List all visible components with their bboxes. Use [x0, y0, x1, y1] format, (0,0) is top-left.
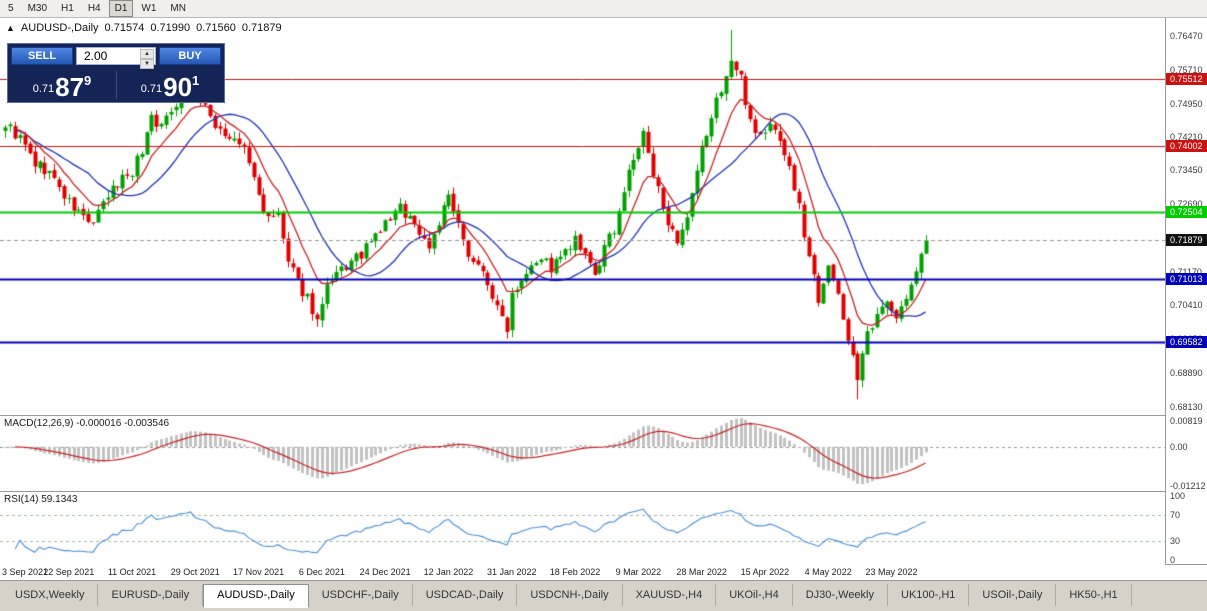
volume-stepper: ▲ ▼ [140, 49, 154, 69]
date-label: 17 Nov 2021 [233, 567, 285, 577]
timeframe-button-h4[interactable]: H4 [87, 3, 101, 14]
price-scale-tick: 0.73450 [1170, 165, 1203, 176]
chart-tab-ukoil-h4[interactable]: UKOil-,H4 [716, 584, 793, 606]
date-label: 11 Oct 2021 [107, 567, 157, 577]
rsi-scale-tick: 30 [1170, 535, 1181, 546]
pane-separator[interactable] [0, 415, 1207, 416]
chart-header: ▲ AUDUSD-,Daily 0.71574 0.71990 0.71560 … [6, 22, 282, 34]
chart-tab-usdx-weekly[interactable]: USDX,Weekly [2, 584, 99, 606]
price-scale-tick: 0.70410 [1170, 300, 1203, 311]
ohlc-open: 0.71574 [104, 22, 145, 34]
timeframe-button-mn[interactable]: MN [170, 3, 186, 14]
buy-button[interactable]: BUY [159, 47, 221, 65]
date-label: 9 Mar 2022 [615, 567, 662, 577]
volume-up-icon[interactable]: ▲ [140, 49, 154, 59]
ask-price[interactable]: 0.71 90 1 [116, 68, 224, 102]
timeframe-button-h1[interactable]: H1 [61, 3, 74, 14]
rsi-scale-tick: 70 [1170, 510, 1181, 521]
macd-canvas[interactable] [0, 416, 1165, 491]
date-label: 12 Jan 2022 [423, 567, 474, 577]
chart-tab-eurusd-daily[interactable]: EURUSD-,Daily [98, 584, 204, 606]
date-label: 29 Oct 2021 [170, 567, 220, 577]
level-price-badge[interactable]: 0.74002 [1166, 139, 1207, 152]
ohlc-low: 0.71560 [196, 22, 236, 34]
current-price-badge[interactable]: 0.71879 [1166, 234, 1207, 247]
quote-divider [116, 71, 117, 99]
chart-symbol-label: AUDUSD-,Daily [20, 22, 99, 34]
bid-pipette: 9 [84, 73, 92, 88]
ohlc-close: 0.71879 [241, 22, 282, 34]
rsi-scale-tick: 100 [1170, 491, 1186, 501]
price-scale-tick: 0.74210 [1170, 131, 1203, 142]
date-axis[interactable]: 3 Sep 2021 22 Sep 2021 11 Oct 2021 29 Oct 2… [0, 564, 1165, 580]
bid-big-digits: 87 [55, 72, 85, 102]
rsi-canvas[interactable] [0, 492, 1165, 564]
pane-separator[interactable] [0, 491, 1207, 492]
price-scale[interactable]: 0.76470 0.75710 0.74950 0.74210 0.73450 0.726… [1165, 18, 1207, 565]
chart-tabbar: USDX,Weekly EURUSD-,Daily AUDUSD-,Daily USD… [0, 580, 1207, 611]
chart-tab-xauusd-h4[interactable]: XAUUSD-,H4 [623, 584, 717, 606]
chart-symbol-icon: ▲ [6, 23, 15, 33]
date-label: 4 May 2022 [804, 567, 852, 577]
level-price-badge[interactable]: 0.75512 [1166, 72, 1207, 85]
macd-scale-tick: -0.01212 [1170, 480, 1206, 491]
date-label: 18 Feb 2022 [549, 567, 601, 577]
chart-tab-dj30-weekly[interactable]: DJ30-,Weekly [793, 584, 888, 606]
volume-down-icon[interactable]: ▼ [140, 59, 154, 69]
date-label: 28 Mar 2022 [676, 567, 727, 577]
price-scale-tick: 0.75710 [1170, 64, 1203, 75]
ask-big-digits: 90 [163, 72, 193, 102]
volume-value: 2.00 [84, 49, 108, 63]
chart-tab-usdchf-daily[interactable]: USDCHF-,Daily [309, 584, 413, 606]
level-price-badge[interactable]: 0.69582 [1166, 336, 1207, 349]
ask-pipette: 1 [192, 73, 200, 88]
macd-label: MACD(12,26,9) -0.000016 -0.003546 [4, 418, 170, 429]
timeframe-button-d1[interactable]: D1 [108, 0, 134, 17]
rsi-pane: RSI(14) 59.1343 [0, 492, 1165, 564]
date-label: 31 Jan 2022 [486, 567, 537, 577]
chart-tab-usdcnh-daily[interactable]: USDCNH-,Daily [517, 584, 623, 606]
price-scale-tick: 0.74950 [1170, 98, 1203, 109]
level-price-badge[interactable]: 0.72504 [1166, 206, 1207, 219]
date-label: 6 Dec 2021 [298, 567, 345, 577]
macd-pane: MACD(12,26,9) -0.000016 -0.003546 [0, 416, 1165, 491]
date-label: 23 May 2022 [865, 567, 918, 577]
bid-price[interactable]: 0.71 87 9 [8, 68, 116, 102]
chart-tab-usoil-daily[interactable]: USOil-,Daily [969, 584, 1057, 606]
date-label: 24 Dec 2021 [359, 567, 411, 577]
ohlc-high: 0.71990 [150, 22, 191, 34]
volume-input[interactable]: 2.00 ▲ ▼ [76, 47, 156, 69]
rsi-label: RSI(14) 59.1343 [4, 494, 78, 505]
macd-scale-tick: 0.00 [1170, 441, 1188, 452]
bid-prefix: 0.71 [32, 83, 55, 95]
timeframe-toolbar: 5 M30 H1 H4 D1 W1 MN [0, 0, 1207, 18]
rsi-scale-tick: 0 [1170, 555, 1176, 565]
price-scale-tick: 0.76470 [1170, 31, 1203, 42]
price-scale-tick: 0.71170 [1170, 267, 1202, 277]
timeframe-button-w1[interactable]: W1 [141, 3, 157, 14]
sell-button[interactable]: SELL [11, 47, 73, 65]
price-scale-tick: 0.68130 [1170, 401, 1203, 412]
ask-prefix: 0.71 [140, 83, 163, 95]
date-label: 3 Sep 2021 [2, 567, 49, 577]
chart-tab-uk100-h1[interactable]: UK100-,H1 [888, 584, 970, 606]
timeframe-button-m30[interactable]: M30 [27, 3, 48, 14]
chart-tab-hk50-h1[interactable]: HK50-,H1 [1056, 584, 1132, 606]
timeframe-button-5[interactable]: 5 [8, 3, 14, 14]
chart-area: ▲ AUDUSD-,Daily 0.71574 0.71990 0.71560 … [0, 18, 1207, 580]
date-label: 15 Apr 2022 [740, 567, 790, 577]
price-pane: ▲ AUDUSD-,Daily 0.71574 0.71990 0.71560 … [0, 18, 1165, 415]
price-scale-tick: 0.72690 [1170, 199, 1203, 210]
level-price-badge[interactable]: 0.71013 [1166, 272, 1207, 285]
price-scale-tick: 0.68890 [1170, 367, 1203, 378]
chart-tab-audusd-daily[interactable]: AUDUSD-,Daily [203, 584, 309, 608]
one-click-trade-panel: SELL 2.00 ▲ ▼ BUY 0.71 87 9 [7, 43, 225, 103]
chart-tab-usdcad-daily[interactable]: USDCAD-,Daily [413, 584, 518, 606]
macd-scale-tick: 0.00819 [1170, 415, 1203, 426]
date-label: 22 Sep 2021 [43, 567, 95, 577]
